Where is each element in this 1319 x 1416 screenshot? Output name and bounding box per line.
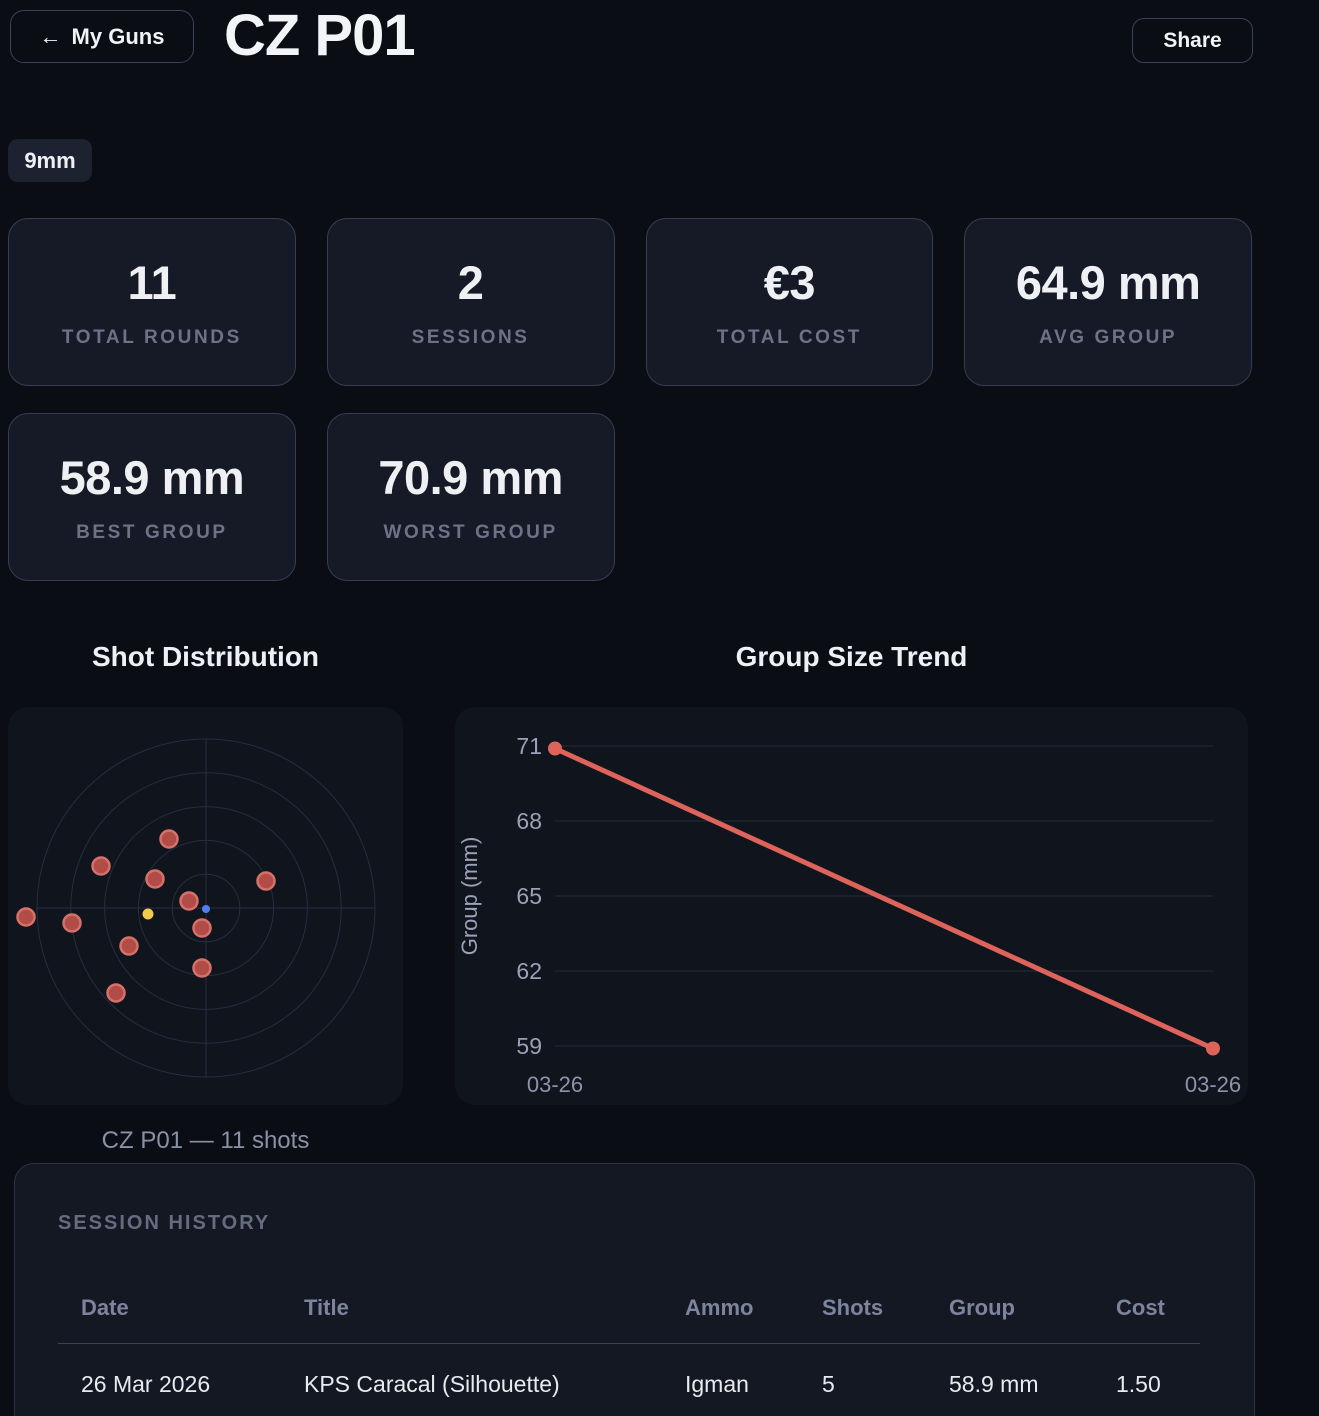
stat-card-worst-group: 70.9 mm WORST GROUP	[326, 413, 615, 581]
stat-label: TOTAL ROUNDS	[61, 327, 242, 348]
session-title-cell: KPS Caracal (Silhouette)	[304, 1370, 560, 1397]
session-shots-cell: 5	[822, 1370, 835, 1397]
stat-value: 2	[457, 256, 484, 309]
stat-label: WORST GROUP	[383, 522, 558, 543]
session-history-heading: SESSION HISTORY	[58, 1212, 271, 1234]
stat-label: SESSIONS	[411, 327, 530, 348]
column-header-cost: Cost	[1116, 1295, 1165, 1320]
page-title: CZ P01	[224, 3, 416, 68]
svg-text:59: 59	[516, 1033, 542, 1059]
shot-distribution-title: Shot Distribution	[91, 641, 320, 672]
stats-grid: 11 TOTAL ROUNDS 2 SESSIONS €3 TOTAL COST…	[8, 218, 1252, 581]
stat-value: €3	[763, 256, 816, 309]
back-button-label: My Guns	[71, 23, 165, 49]
shot-distribution-caption: CZ P01 — 11 shots	[101, 1127, 310, 1154]
table-divider	[58, 1343, 1200, 1344]
target-rings-plot	[16, 738, 376, 1078]
stat-card-total-cost: €3 TOTAL COST	[645, 218, 934, 386]
session-ammo-cell: Igman	[685, 1370, 749, 1397]
svg-text:03-26: 03-26	[527, 1072, 583, 1097]
trend-line-plot: 71 68 65 62 59 Group (mm) 03-26 03-26	[457, 733, 1241, 1097]
svg-text:71: 71	[516, 733, 542, 759]
stat-value: 11	[127, 256, 177, 309]
back-arrow-icon: ←	[39, 23, 62, 49]
svg-text:62: 62	[516, 958, 542, 984]
table-header-row: Date Title Ammo Shots Group Cost	[81, 1292, 1221, 1324]
share-button[interactable]: Share	[1132, 18, 1253, 63]
svg-text:65: 65	[516, 883, 542, 909]
stat-label: TOTAL COST	[716, 327, 863, 348]
svg-text:68: 68	[516, 808, 542, 834]
stat-card-sessions: 2 SESSIONS	[326, 218, 615, 386]
column-header-ammo: Ammo	[685, 1295, 754, 1320]
table-row[interactable]: 26 Mar 2026 KPS Caracal (Silhouette) Igm…	[81, 1362, 1221, 1406]
column-header-group: Group	[949, 1295, 1015, 1320]
stat-value: 70.9 mm	[378, 451, 563, 504]
group-size-trend-title: Group Size Trend	[735, 641, 968, 672]
column-header-date: Date	[81, 1295, 129, 1320]
stat-card-best-group: 58.9 mm BEST GROUP	[8, 413, 296, 581]
svg-text:Group (mm): Group (mm)	[457, 837, 482, 956]
stat-value: 58.9 mm	[59, 451, 245, 504]
column-header-title: Title	[304, 1295, 349, 1320]
stat-card-total-rounds: 11 TOTAL ROUNDS	[8, 218, 296, 386]
column-header-shots: Shots	[822, 1295, 884, 1320]
shot-distribution-chart	[8, 707, 403, 1105]
back-button[interactable]: ← My Guns	[10, 10, 194, 63]
stat-card-avg-group: 64.9 mm AVG GROUP	[964, 218, 1252, 386]
session-group-cell: 58.9 mm	[949, 1370, 1039, 1397]
caliber-badge: 9mm	[8, 139, 92, 182]
session-date-link[interactable]: 26 Mar 2026	[81, 1370, 211, 1397]
session-cost-cell: 1.50	[1116, 1370, 1161, 1397]
session-history-panel: SESSION HISTORY Date Title Ammo Shots Gr…	[14, 1163, 1255, 1416]
stat-value: 64.9 mm	[1015, 256, 1201, 309]
group-size-trend-chart: 71 68 65 62 59 Group (mm) 03-26 03-26	[455, 707, 1248, 1105]
stat-label: AVG GROUP	[1039, 327, 1178, 348]
svg-text:03-26: 03-26	[1185, 1072, 1241, 1097]
stat-label: BEST GROUP	[76, 522, 228, 543]
